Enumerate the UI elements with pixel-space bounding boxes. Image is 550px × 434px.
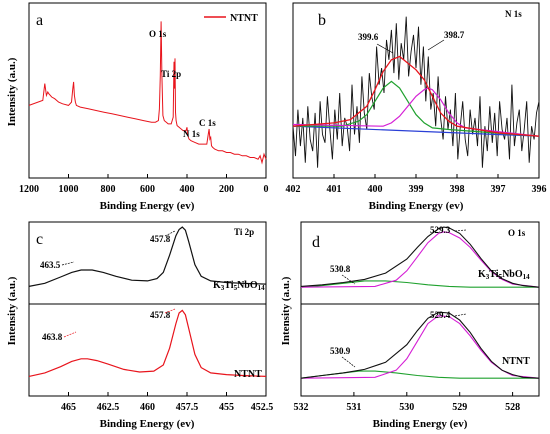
panel-d-annotation-arrow: [454, 229, 467, 232]
panel-d-annotation-arrow: [454, 313, 467, 317]
panel-d-tick-label: 531: [346, 402, 361, 413]
panel-a-tick-label: 600: [140, 184, 155, 195]
panel-c-annotation-arrow: [63, 331, 77, 338]
panel-d-series-ntnt-530.9: [300, 370, 539, 379]
panel-d-frame: [300, 221, 540, 397]
panel-c-annotation-arrow: [61, 261, 75, 266]
panel-b-annotation-arrow: [427, 39, 445, 51]
panel-c-label-k3ti5nbo14: K3Ti5NbO14: [213, 280, 265, 292]
panel-a: a NTNT O 1s Ti 2p N 1s C 1s 1200 1000 80…: [6, 2, 269, 212]
panel-a-letter: a: [36, 12, 43, 29]
panel-b-annotation-399.6: 399.6: [358, 32, 379, 42]
panel-d-series-ntnt-raw: [300, 311, 540, 379]
panel-c-frame: [28, 221, 267, 397]
panel-b-tick-label: 396: [532, 184, 547, 195]
panel-c-annotation-457.8-lower: 457.8: [150, 310, 171, 320]
panel-d-annotation-529.3: 529.3: [430, 225, 451, 235]
panel-c-tick-label: 457.5: [176, 402, 199, 413]
panel-b-tick-label: 399: [409, 184, 424, 195]
panel-d-title: O 1s: [508, 228, 526, 238]
panel-d-tick-label: 530: [399, 402, 414, 413]
panel-d: d O 1s 529.3 530.8 529.4 530.9 K3Ti5NbO1…: [280, 221, 540, 430]
panel-b-title: N 1s: [505, 9, 522, 19]
panel-c-series-ntnt: [28, 309, 267, 377]
panel-b-annotation-arrow: [376, 43, 394, 54]
panel-c-tick-label: 465: [61, 402, 76, 413]
panel-c-title: Ti 2p: [234, 227, 254, 237]
panel-d-tick-label: 532: [294, 402, 309, 413]
panel-c-annotation-arrow: [164, 230, 176, 237]
panel-b-xticks: 402 401 400 399 398 397 396: [286, 174, 547, 195]
panel-d-annotation-arrow: [341, 356, 356, 368]
panel-a-frame: [28, 2, 267, 179]
panel-a-series-ntnt: [28, 21, 267, 165]
panel-b-tick-label: 400: [368, 184, 383, 195]
panel-c-annotation-457.8-upper: 457.8: [150, 234, 171, 244]
panel-c: c Ti 2p 463.5 457.8 463.8 457.8 K3Ti5NbO…: [6, 221, 273, 430]
panel-b-series-fit-total: [292, 55, 540, 137]
panel-b-series-fit-399.6: [293, 80, 540, 137]
panel-a-ylabel: Intensity (a.u.): [6, 57, 18, 126]
panel-a-annotation-ti2p: Ti 2p: [161, 69, 181, 79]
panel-d-annotation-530.8: 530.8: [330, 264, 351, 274]
panel-a-tick-label: 200: [219, 184, 234, 195]
panel-c-annotation-463.8: 463.8: [42, 332, 63, 342]
panel-b-letter: b: [318, 12, 326, 29]
panel-c-annotation-463.5: 463.5: [40, 260, 61, 270]
panel-a-tick-label: 0: [264, 184, 269, 195]
panel-a-xticks: 1200 1000 800 600 400 200 0: [19, 174, 269, 195]
panel-b-annotation-398.7: 398.7: [444, 30, 465, 40]
panel-d-xlabel: Binding Energy (ev): [373, 418, 468, 430]
panel-b-series-fit-398.7: [292, 87, 540, 137]
panel-b-frame: [292, 2, 540, 179]
panel-a-annotation-o1s: O 1s: [149, 29, 167, 39]
panel-b-tick-label: 401: [327, 184, 342, 195]
panel-b-tick-label: 402: [286, 184, 301, 195]
panel-c-tick-label: 462.5: [97, 402, 120, 413]
panel-c-tick-label: 452.5: [251, 402, 274, 413]
panel-b-tick-label: 398: [450, 184, 465, 195]
panel-d-series-k3-raw: [300, 226, 540, 288]
panel-d-label-ntnt: NTNT: [502, 356, 530, 367]
panel-a-annotation-n1s: N 1s: [183, 129, 200, 139]
panel-c-xlabel: Binding Energy (ev): [100, 418, 195, 430]
panel-c-tick-label: 455: [219, 402, 234, 413]
panel-d-ylabel: Intensity (a.u.): [280, 276, 292, 345]
panel-d-annotation-arrow: [341, 274, 356, 285]
panel-a-tick-label: 400: [180, 184, 195, 195]
panel-d-series-k3-529.3: [300, 231, 540, 288]
panel-c-tick-label: 460: [140, 402, 155, 413]
panel-b-series-raw: [292, 16, 540, 168]
panel-c-series-k3ti5nbo14: [28, 226, 267, 287]
panel-d-annotation-530.9: 530.9: [330, 346, 351, 356]
panel-a-legend-label: NTNT: [230, 13, 258, 24]
panel-d-tick-label: 528: [505, 402, 520, 413]
panel-a-annotation-c1s: C 1s: [199, 118, 216, 128]
panel-c-letter: c: [36, 231, 43, 248]
panel-b-tick-label: 397: [491, 184, 506, 195]
panel-c-label-ntnt: NTNT: [234, 369, 262, 380]
panel-a-tick-label: 800: [101, 184, 116, 195]
panel-a-tick-label: 1200: [19, 184, 39, 195]
panel-d-label-k3ti5nbo14: K3Ti5NbO14: [478, 269, 530, 281]
panel-b: b N 1s 399.6 398.7 402 401 400 399 398 3…: [286, 2, 547, 212]
panel-c-ylabel: Intensity (a.u.): [6, 276, 18, 345]
panel-c-annotation-arrow: [164, 308, 176, 314]
panel-d-tick-label: 529: [452, 402, 467, 413]
panel-b-series-baseline: [292, 125, 540, 137]
panel-d-letter: d: [312, 234, 320, 251]
panel-d-series-k3-530.8: [300, 280, 539, 288]
panel-a-xlabel: Binding Energy (ev): [100, 200, 195, 212]
panel-b-xlabel: Binding Energy (ev): [369, 200, 464, 212]
panel-a-tick-label: 1000: [59, 184, 79, 195]
panel-c-xticks: 465 462.5 460 457.5 455 452.5: [61, 392, 273, 413]
panel-d-annotation-529.4: 529.4: [430, 310, 451, 320]
panel-d-xticks: 532 531 530 529 528: [294, 392, 520, 413]
